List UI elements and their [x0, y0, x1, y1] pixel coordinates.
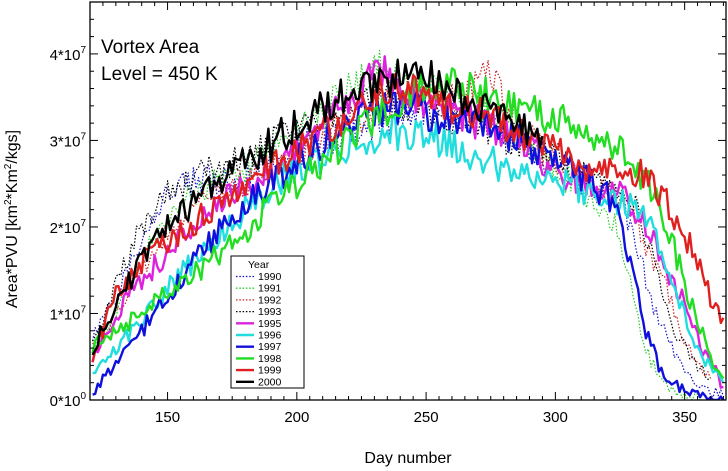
y-tick-label-exponent: 7 — [80, 218, 86, 229]
legend-label-1995: 1995 — [258, 318, 282, 330]
legend-label-1997: 1997 — [258, 341, 282, 353]
y-axis-title-part-3: /kgs] — [4, 130, 21, 164]
annotation-level: Level = 450 K — [101, 64, 218, 85]
annotation-title: Vortex Area — [101, 37, 200, 58]
plot-frame — [89, 1, 727, 401]
series-layer — [91, 49, 725, 400]
series-line-1996 — [92, 114, 725, 384]
x-axis-title: Day number — [364, 450, 452, 467]
y-tick-label-exponent: 7 — [80, 45, 86, 56]
legend-label-1999: 1999 — [258, 365, 282, 377]
y-tick-label: 1*107 — [50, 304, 87, 323]
y-tick-label: 0*100 — [50, 391, 87, 410]
x-tick-label: 150 — [155, 409, 180, 426]
series-line-2000 — [91, 58, 544, 356]
series-line-1999 — [91, 73, 725, 363]
y-axis-title-sup-2: 2 — [3, 163, 14, 169]
y-axis-title-part-1: Area*PVU [km — [4, 205, 21, 308]
x-tick-label: 300 — [543, 409, 568, 426]
y-tick-label: 3*107 — [50, 131, 87, 150]
legend-label-1993: 1993 — [258, 306, 282, 318]
legend-label-1998: 1998 — [258, 353, 282, 365]
y-tick-label-base: 2*10 — [50, 220, 81, 237]
x-tick-label: 250 — [414, 409, 439, 426]
y-tick-label-base: 0*10 — [50, 393, 81, 410]
y-tick-label: 4*107 — [50, 45, 87, 64]
x-axis: 150 200 250 300 350 — [102, 2, 724, 426]
y-axis-title-sup-1: 2 — [3, 199, 14, 205]
series-line-1990 — [92, 91, 724, 398]
y-tick-label-exponent: 7 — [80, 304, 86, 315]
y-tick-label-base: 1*10 — [50, 306, 81, 323]
x-tick-label: 350 — [672, 409, 697, 426]
legend-label-1990: 1990 — [258, 271, 282, 283]
legend-label-1996: 1996 — [258, 330, 282, 342]
y-tick-label: 2*107 — [50, 218, 87, 237]
legend-label-1991: 1991 — [258, 283, 282, 295]
legend-box — [230, 255, 305, 389]
y-tick-label-base: 4*10 — [50, 47, 81, 64]
x-tick-label: 200 — [284, 409, 309, 426]
y-tick-label-exponent: 0 — [80, 391, 86, 402]
y-tick-label-base: 3*10 — [50, 133, 81, 150]
legend: Year 19901991199219931995199619971998199… — [230, 255, 305, 389]
y-tick-label-exponent: 7 — [80, 131, 86, 142]
legend-title: Year — [248, 259, 270, 271]
series-line-1997 — [92, 89, 725, 400]
y-axis-title-part-2: *Km — [4, 169, 21, 199]
y-axis-title: Area*PVU [km2*Km2/kgs] — [3, 130, 21, 308]
legend-label-2000: 2000 — [258, 376, 282, 388]
legend-label-1992: 1992 — [258, 294, 282, 306]
